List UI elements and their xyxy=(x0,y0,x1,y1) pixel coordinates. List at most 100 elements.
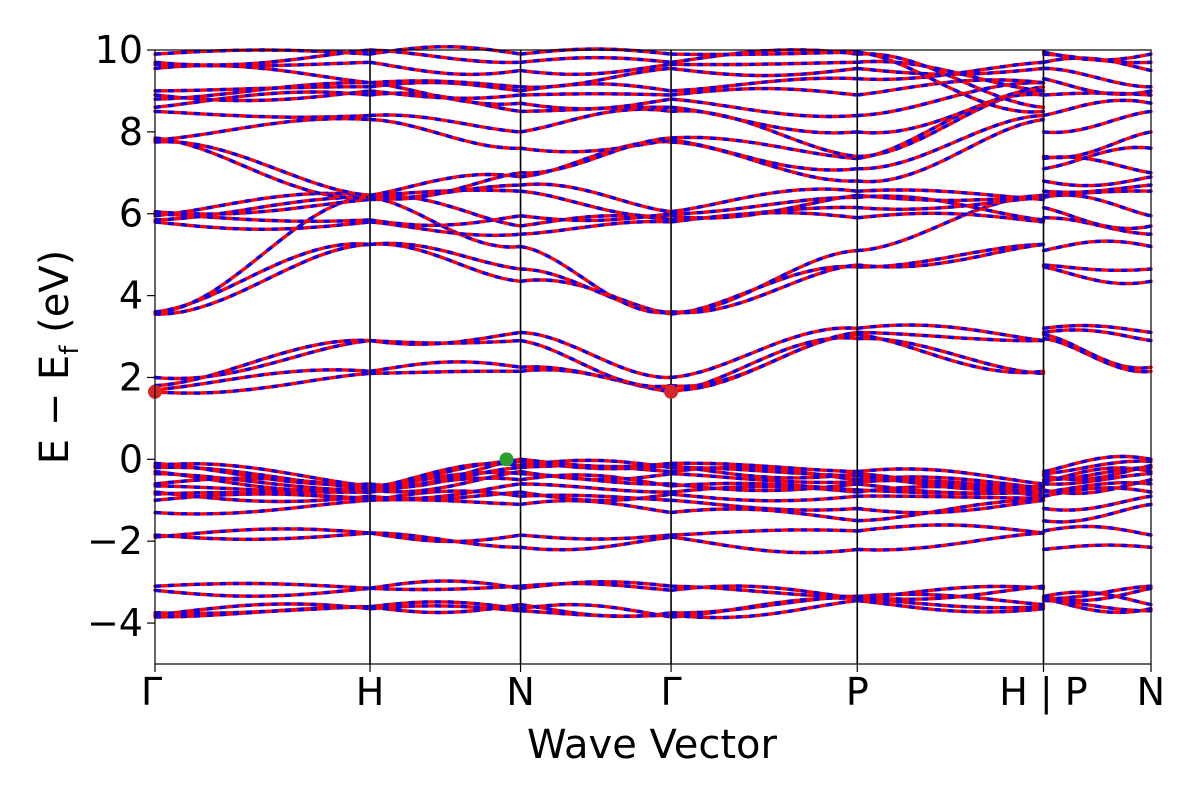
band-spin-down xyxy=(671,248,858,314)
band-spin-down xyxy=(154,465,371,490)
band-spin-down xyxy=(1043,66,1151,89)
band-spin-up xyxy=(368,531,523,544)
band-spin-down xyxy=(857,472,1044,489)
x-tick-label: Γ xyxy=(660,670,681,714)
band-spin-down xyxy=(857,498,1044,515)
band-spin-down xyxy=(1043,328,1152,343)
band-spin-down xyxy=(670,498,858,512)
band-spin-up xyxy=(368,117,523,151)
band-spin-up xyxy=(368,584,523,592)
band-spin-down xyxy=(857,52,1044,109)
plot-frame xyxy=(154,49,1152,665)
band-spin-up xyxy=(518,107,673,134)
band-spin-up xyxy=(518,97,673,111)
band-spin-up xyxy=(368,600,523,611)
band-spin-down xyxy=(1043,459,1152,476)
band-spin-down xyxy=(670,264,858,316)
y-axis-ticks: −4 −2 0 2 4 6 8 10 xyxy=(87,28,155,645)
band-spin-down xyxy=(1043,543,1152,552)
band-spin-up xyxy=(518,459,673,471)
band-spin-down xyxy=(1043,454,1152,474)
band-spin-down xyxy=(154,338,371,381)
band-spin-down xyxy=(154,602,371,617)
band-spin-up xyxy=(518,189,673,218)
y-tick-label: 0 xyxy=(119,437,143,481)
x-axis-ticks: Γ H N Γ P H | P N xyxy=(141,664,1165,715)
band-spin-down xyxy=(857,531,1044,552)
band-spin-down xyxy=(670,86,858,97)
band-spin-down xyxy=(857,117,1044,184)
band-spin-down xyxy=(671,584,858,599)
band-spin-down xyxy=(1043,586,1152,603)
x-tick-label: N xyxy=(1137,670,1165,714)
band-spin-up xyxy=(518,499,673,515)
band-spin-down xyxy=(154,195,371,314)
y-tick-label: 6 xyxy=(119,192,143,236)
band-spin-up xyxy=(669,263,859,315)
band-spin-down xyxy=(857,193,1044,203)
y-tick-label: 10 xyxy=(95,28,143,72)
band-spin-up xyxy=(368,360,523,373)
band-spin-down xyxy=(857,474,1044,492)
band-spin-up xyxy=(368,79,523,89)
band-spin-up xyxy=(518,55,673,64)
band-spin-down xyxy=(671,135,858,161)
band-spin-down xyxy=(154,368,371,392)
band-spin-up xyxy=(368,469,523,494)
band-spin-down xyxy=(154,197,371,216)
band-spin-down xyxy=(154,581,371,590)
band-spin-up xyxy=(368,60,523,77)
band-spin-up xyxy=(153,136,372,200)
band-spin-down xyxy=(154,139,371,197)
band-spin-up xyxy=(368,369,523,376)
band-spin-up xyxy=(855,195,1046,253)
band-spin-down xyxy=(857,596,1044,610)
band-lines xyxy=(153,45,1153,620)
band-spin-down xyxy=(1043,336,1152,374)
band-spin-up xyxy=(518,533,673,541)
band-spin-up xyxy=(368,241,523,271)
x-tick-label: N xyxy=(506,670,534,714)
band-spin-down xyxy=(1043,265,1152,286)
band-spin-down xyxy=(857,194,1044,222)
band-spin-down xyxy=(857,81,1044,118)
band-spin-down xyxy=(154,338,371,388)
band-spin-up xyxy=(518,182,673,214)
band-spin-down xyxy=(369,242,521,283)
band-spin-up xyxy=(518,490,673,503)
band-spin-down xyxy=(1043,524,1152,537)
band-spin-down xyxy=(670,330,858,388)
band-spin-down xyxy=(154,490,371,504)
band-spin-up xyxy=(669,264,859,316)
band-spin-down xyxy=(154,191,371,218)
band-spin-down xyxy=(520,330,672,380)
band-spin-down xyxy=(857,482,1044,495)
y-tick-label: −2 xyxy=(87,519,143,563)
band-spin-down xyxy=(154,116,371,142)
band-spin-down xyxy=(857,330,1044,343)
band-spin-down xyxy=(670,326,858,380)
band-spin-down xyxy=(857,598,1044,614)
band-spin-down xyxy=(857,113,1044,171)
band-spin-down xyxy=(670,492,858,503)
x-axis-label: Wave Vector xyxy=(527,722,778,768)
band-spin-up xyxy=(518,212,673,223)
band-spin-down xyxy=(1043,205,1152,231)
band-spin-down xyxy=(857,66,1044,77)
band-spin-down xyxy=(1043,193,1152,218)
band-spin-down xyxy=(857,494,1044,500)
band-spin-down xyxy=(154,531,371,541)
band-spin-down xyxy=(154,527,371,539)
band-spin-down xyxy=(520,244,672,315)
band-spin-down xyxy=(671,332,858,392)
band-spin-down xyxy=(1043,77,1152,96)
band-spin-up xyxy=(518,602,673,619)
band-spin-up xyxy=(669,326,859,380)
band-spin-down xyxy=(857,467,1044,486)
band-spin-down xyxy=(671,60,858,67)
vbm-marker xyxy=(499,452,514,467)
band-spin-down xyxy=(671,528,858,537)
band-spin-up xyxy=(368,113,523,134)
band-spin-down xyxy=(154,462,371,488)
